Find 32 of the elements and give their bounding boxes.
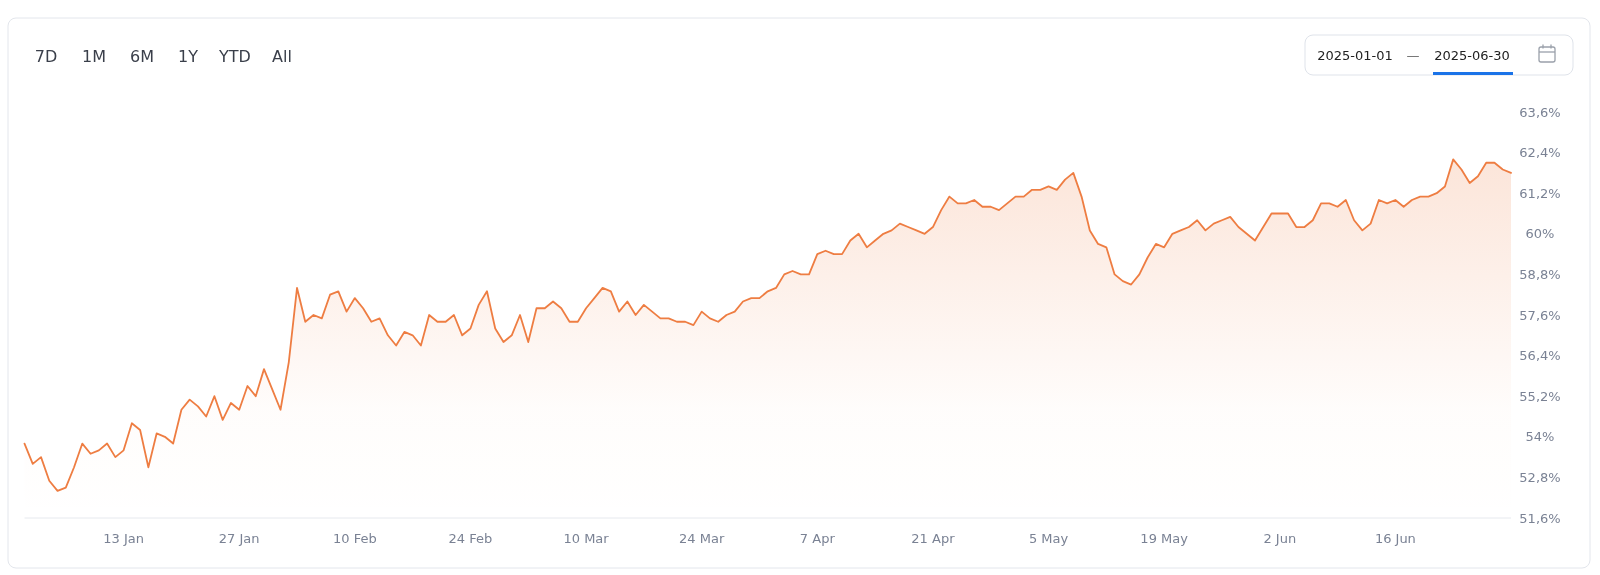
text: 1Y bbox=[178, 47, 199, 66]
x-tick-label: 19 May bbox=[1140, 531, 1189, 546]
x-tick-label: 7 Apr bbox=[799, 531, 836, 546]
y-tick-label: 60% bbox=[1525, 226, 1555, 242]
text: 2025-06-30 bbox=[1434, 48, 1510, 63]
text: All bbox=[272, 47, 292, 66]
y-tick-label: 61,2% bbox=[1519, 185, 1561, 201]
x-tick-label: 10 Mar bbox=[563, 531, 610, 546]
y-tick-label: 52,8% bbox=[1519, 469, 1561, 485]
x-tick-label: 16 Jun bbox=[1374, 531, 1416, 546]
text: YTD bbox=[218, 47, 251, 66]
y-tick-label: 63,6% bbox=[1519, 104, 1561, 120]
x-tick-label: 10 Feb bbox=[332, 531, 377, 546]
text: 1M bbox=[82, 47, 106, 66]
text: — bbox=[1406, 48, 1420, 63]
y-tick-label: 58,8% bbox=[1519, 266, 1561, 282]
x-tick-label: 5 May bbox=[1028, 531, 1069, 546]
x-tick-label: 24 Feb bbox=[448, 531, 493, 546]
x-tick-label: 27 Jan bbox=[218, 531, 260, 546]
y-tick-label: 56,4% bbox=[1519, 348, 1561, 364]
y-tick-label: 54% bbox=[1525, 429, 1555, 445]
x-tick-label: 13 Jan bbox=[103, 531, 144, 546]
text: 6M bbox=[130, 47, 154, 66]
y-tick-label: 55,2% bbox=[1519, 388, 1561, 404]
text: 7D bbox=[34, 47, 58, 66]
y-tick-label: 62,4% bbox=[1519, 145, 1561, 161]
y-tick-label: 51,6% bbox=[1519, 510, 1561, 526]
x-tick-label: 21 Apr bbox=[911, 531, 956, 546]
y-tick-label: 57,6% bbox=[1519, 307, 1561, 323]
text: 2025-01-01 bbox=[1317, 48, 1393, 63]
x-tick-label: 2 Jun bbox=[1263, 531, 1297, 546]
x-tick-label: 24 Mar bbox=[679, 531, 725, 546]
